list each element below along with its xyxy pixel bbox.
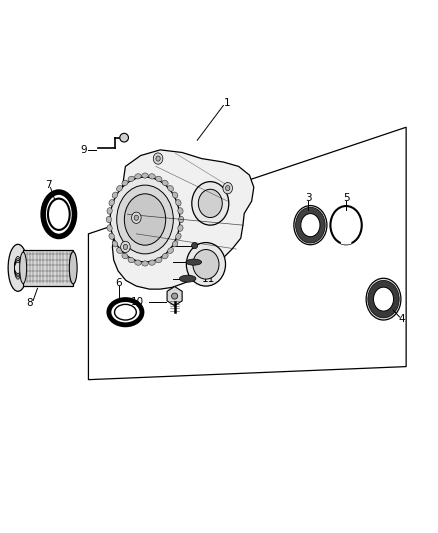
Ellipse shape — [153, 153, 163, 164]
Text: 12: 12 — [201, 257, 215, 267]
Ellipse shape — [296, 207, 325, 243]
Ellipse shape — [117, 185, 173, 254]
Polygon shape — [88, 127, 406, 379]
Ellipse shape — [294, 206, 327, 245]
Text: 1: 1 — [223, 98, 230, 108]
Text: 4: 4 — [399, 314, 406, 324]
Wedge shape — [341, 225, 351, 244]
Ellipse shape — [176, 233, 181, 239]
Ellipse shape — [112, 241, 118, 247]
Ellipse shape — [142, 261, 148, 266]
Text: 5: 5 — [343, 193, 350, 203]
Ellipse shape — [155, 176, 162, 182]
Ellipse shape — [162, 253, 168, 259]
Ellipse shape — [8, 244, 28, 292]
Text: 6: 6 — [116, 278, 122, 288]
Ellipse shape — [155, 257, 162, 263]
Ellipse shape — [117, 185, 123, 191]
Ellipse shape — [168, 248, 173, 254]
Ellipse shape — [48, 199, 70, 230]
Ellipse shape — [135, 260, 141, 265]
Ellipse shape — [109, 199, 114, 206]
Ellipse shape — [107, 208, 112, 214]
Text: 3: 3 — [305, 193, 311, 203]
Ellipse shape — [180, 275, 196, 282]
Text: 13: 13 — [140, 240, 153, 251]
Text: 9: 9 — [80, 145, 87, 155]
Polygon shape — [113, 150, 254, 289]
Circle shape — [172, 293, 178, 299]
Ellipse shape — [115, 304, 136, 320]
Ellipse shape — [179, 216, 184, 223]
Ellipse shape — [374, 287, 393, 311]
Ellipse shape — [193, 249, 219, 279]
Ellipse shape — [122, 253, 128, 259]
Text: 8: 8 — [26, 298, 33, 309]
Ellipse shape — [172, 192, 178, 198]
Ellipse shape — [122, 180, 128, 186]
Ellipse shape — [134, 215, 138, 220]
Ellipse shape — [186, 243, 226, 286]
Text: 11: 11 — [201, 273, 215, 284]
Ellipse shape — [142, 173, 148, 178]
Ellipse shape — [149, 174, 155, 179]
Ellipse shape — [168, 185, 173, 191]
Ellipse shape — [149, 260, 155, 265]
Ellipse shape — [178, 225, 183, 231]
Ellipse shape — [128, 176, 134, 182]
Ellipse shape — [176, 199, 181, 206]
Ellipse shape — [226, 185, 230, 191]
Circle shape — [191, 243, 198, 249]
Polygon shape — [167, 287, 182, 305]
Ellipse shape — [106, 216, 112, 223]
Ellipse shape — [69, 252, 77, 284]
Ellipse shape — [109, 233, 114, 239]
Ellipse shape — [120, 241, 130, 253]
Ellipse shape — [223, 182, 233, 194]
Ellipse shape — [156, 156, 160, 161]
Ellipse shape — [131, 212, 141, 223]
Ellipse shape — [117, 248, 123, 254]
Ellipse shape — [301, 214, 320, 237]
Ellipse shape — [135, 174, 141, 179]
Bar — [23, 250, 73, 286]
Ellipse shape — [192, 182, 229, 225]
Text: 7: 7 — [45, 180, 52, 190]
Ellipse shape — [368, 280, 399, 318]
Ellipse shape — [123, 244, 127, 249]
Ellipse shape — [107, 225, 112, 231]
Circle shape — [120, 133, 128, 142]
Ellipse shape — [366, 278, 401, 320]
Ellipse shape — [124, 194, 166, 245]
Ellipse shape — [198, 189, 222, 217]
Text: 10: 10 — [131, 297, 144, 307]
Ellipse shape — [128, 257, 134, 263]
Ellipse shape — [20, 252, 27, 284]
Ellipse shape — [178, 208, 183, 214]
Ellipse shape — [172, 241, 178, 247]
Ellipse shape — [162, 180, 168, 186]
Ellipse shape — [112, 192, 118, 198]
Ellipse shape — [186, 259, 201, 265]
Ellipse shape — [110, 177, 180, 262]
